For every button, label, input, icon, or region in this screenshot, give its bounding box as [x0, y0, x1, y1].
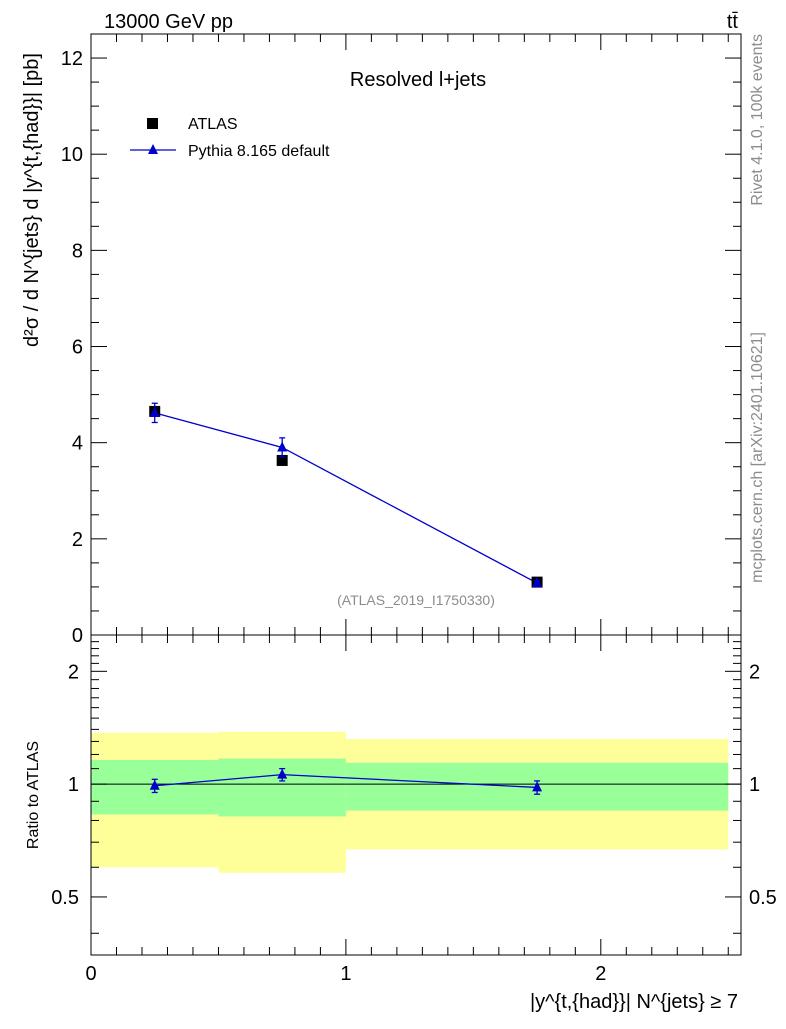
ratio-y-ticks: 0.5 0.5 1 1 2 2 [51, 634, 777, 934]
main-y-axis-label: d²σ / d N^{jets} d |y^{t,{had}}| [pb] [21, 53, 43, 347]
ratio-y-tick-label: 2 [68, 661, 79, 683]
main-y-tick-label: 2 [72, 529, 83, 551]
ratio-plot: 0.5 0.5 1 1 2 2 0 1 2 Ratio to ATLAS [25, 634, 777, 985]
main-x-ticks [90, 34, 729, 635]
legend-mc-marker [148, 144, 158, 154]
main-y-ticks: 0 2 4 6 8 10 12 [61, 33, 741, 647]
x-tick-label: 0 [85, 963, 96, 985]
mc-data-point [532, 577, 543, 588]
ratio-data-point [277, 768, 288, 779]
legend-mc-label: Pythia 8.165 default [188, 143, 330, 160]
ratio-y-tick-label: 0.5 [51, 887, 79, 909]
mc-data-point [149, 406, 160, 417]
main-plot: 0 2 4 6 8 10 12 Resolved l+jets d²σ / d N^{jet… [21, 33, 742, 647]
ratio-y-tick-label-right: 2 [749, 661, 760, 683]
ratio-y-tick-label-right: 0.5 [749, 887, 777, 909]
ratio-data-layer [149, 767, 543, 795]
legend-data-marker [147, 118, 158, 129]
mc-data-point [277, 441, 288, 452]
ratio-data-point [532, 781, 543, 792]
x-axis-label: |y^{t,{had}}| N^{jets} ≥ 7 [530, 991, 738, 1013]
main-y-tick-label: 8 [72, 240, 83, 262]
ratio-x-ticks: 0 1 2 [85, 635, 729, 985]
process-label: tt̄ [727, 11, 739, 33]
main-y-tick-label: 10 [61, 144, 83, 166]
rivet-version-label: Rivet 4.1.0, 100k events [749, 34, 766, 206]
analysis-reference-label: (ATLAS_2019_I1750330) [337, 592, 495, 608]
source-label: mcplots.cern.ch [arXiv:2401.10621] [749, 332, 766, 583]
main-y-tick-label: 6 [72, 337, 83, 359]
energy-label: 13000 GeV pp [104, 11, 233, 33]
atlas-data-point [276, 454, 288, 466]
main-y-tick-label: 4 [72, 433, 83, 455]
main-title: Resolved l+jets [350, 69, 486, 91]
main-y-tick-label: 0 [72, 625, 83, 647]
main-data-layer [149, 402, 543, 588]
ratio-plot-frame [90, 634, 742, 956]
main-y-tick-label: 12 [61, 48, 83, 70]
x-tick-label: 1 [340, 963, 351, 985]
x-tick-label: 2 [595, 963, 606, 985]
legend: ATLAS Pythia 8.165 default [130, 116, 330, 160]
ratio-y-tick-label: 1 [68, 774, 79, 796]
ratio-y-axis-label: Ratio to ATLAS [25, 741, 42, 849]
ratio-inner-band [218, 758, 346, 817]
legend-data-label: ATLAS [188, 116, 238, 133]
ratio-y-tick-label-right: 1 [749, 774, 760, 796]
ratio-data-point [149, 779, 160, 790]
